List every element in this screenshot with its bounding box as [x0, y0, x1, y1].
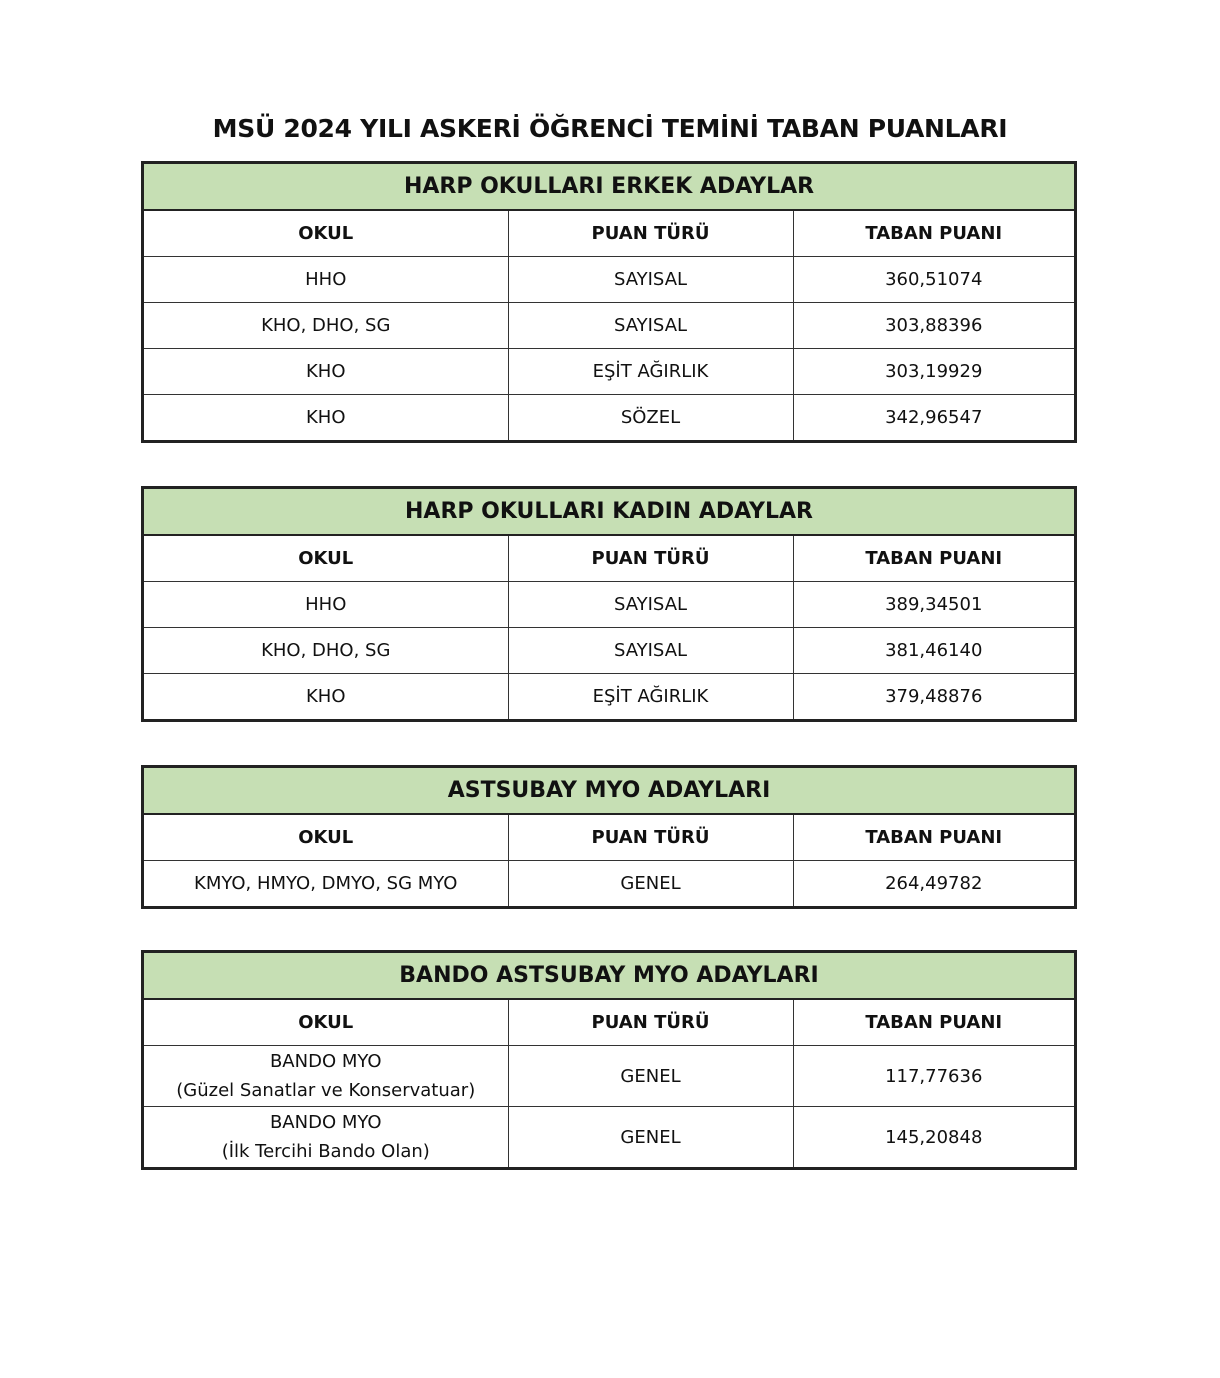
section-heading: BANDO ASTSUBAY MYO ADAYLARI: [144, 953, 1074, 1000]
puan-turu-cell: GENEL: [507, 1106, 794, 1167]
column-header: PUAN TÜRÜ: [507, 209, 794, 257]
puan-turu-cell: SAYISAL: [507, 581, 794, 628]
okul-cell: HHO: [144, 581, 509, 628]
column-header: OKUL: [144, 998, 509, 1046]
taban-puani-cell: 264,49782: [792, 860, 1074, 906]
okul-line: HHO: [305, 269, 347, 290]
okul-cell: KHO, DHO, SG: [144, 302, 509, 349]
puan-turu-cell: SAYISAL: [507, 256, 794, 303]
column-header: TABAN PUANI: [792, 998, 1074, 1046]
puan-turu-cell: SAYISAL: [507, 302, 794, 349]
column-header: TABAN PUANI: [792, 534, 1074, 582]
score-table: HARP OKULLARI ERKEK ADAYLAR OKUL PUAN TÜRÜ…: [141, 161, 1077, 443]
okul-cell: KHO, DHO, SG: [144, 627, 509, 674]
taban-puani-cell: 389,34501: [792, 581, 1074, 628]
taban-puani-cell: 342,96547: [792, 394, 1074, 440]
okul-line: KMYO, HMYO, DMYO, SG MYO: [194, 873, 458, 894]
taban-puani-cell: 303,19929: [792, 348, 1074, 395]
okul-line: (İlk Tercihi Bando Olan): [221, 1141, 430, 1162]
column-header-row: OKUL PUAN TÜRÜ TABAN PUANI: [144, 998, 1074, 1046]
table-row: KMYO, HMYO, DMYO, SG MYO GENEL 264,49782: [144, 860, 1074, 906]
okul-cell: KHO: [144, 348, 509, 395]
okul-cell: BANDO MYO (İlk Tercihi Bando Olan): [144, 1106, 509, 1167]
column-header: OKUL: [144, 813, 509, 861]
okul-cell: HHO: [144, 256, 509, 303]
puan-turu-cell: SÖZEL: [507, 394, 794, 440]
table-row: HHO SAYISAL 360,51074: [144, 256, 1074, 303]
page-title: MSÜ 2024 YILI ASKERİ ÖĞRENCİ TEMİNİ TABA…: [212, 114, 1008, 143]
column-header-row: OKUL PUAN TÜRÜ TABAN PUANI: [144, 813, 1074, 861]
section-heading: HARP OKULLARI ERKEK ADAYLAR: [144, 164, 1074, 211]
okul-cell: BANDO MYO (Güzel Sanatlar ve Konservatuar…: [144, 1045, 509, 1107]
table-row: KHO, DHO, SG SAYISAL 303,88396: [144, 302, 1074, 349]
table-row: BANDO MYO (İlk Tercihi Bando Olan) GENEL 14…: [144, 1106, 1074, 1167]
score-table: HARP OKULLARI KADIN ADAYLAR OKUL PUAN TÜRÜ…: [141, 486, 1077, 722]
taban-puani-cell: 117,77636: [792, 1045, 1074, 1107]
column-header: PUAN TÜRÜ: [507, 813, 794, 861]
table-row: KHO SÖZEL 342,96547: [144, 394, 1074, 440]
table-row: KHO EŞİT AĞIRLIK 379,48876: [144, 673, 1074, 719]
puan-turu-cell: EŞİT AĞIRLIK: [507, 673, 794, 719]
score-table: ASTSUBAY MYO ADAYLARI OKUL PUAN TÜRÜ TABAN …: [141, 765, 1077, 909]
column-header-row: OKUL PUAN TÜRÜ TABAN PUANI: [144, 534, 1074, 582]
okul-line: BANDO MYO: [269, 1112, 382, 1133]
table-row: BANDO MYO (Güzel Sanatlar ve Konservatuar…: [144, 1045, 1074, 1107]
okul-line: KHO: [305, 361, 346, 382]
column-header: OKUL: [144, 209, 509, 257]
okul-line: KHO: [305, 686, 346, 707]
taban-puani-cell: 145,20848: [792, 1106, 1074, 1167]
taban-puani-cell: 379,48876: [792, 673, 1074, 719]
taban-puani-cell: 381,46140: [792, 627, 1074, 674]
column-header: PUAN TÜRÜ: [507, 998, 794, 1046]
score-table: BANDO ASTSUBAY MYO ADAYLARI OKUL PUAN TÜRÜ…: [141, 950, 1077, 1170]
puan-turu-cell: GENEL: [507, 860, 794, 906]
puan-turu-cell: SAYISAL: [507, 627, 794, 674]
table-row: HHO SAYISAL 389,34501: [144, 581, 1074, 628]
taban-puani-cell: 360,51074: [792, 256, 1074, 303]
okul-line: KHO, DHO, SG: [261, 640, 391, 661]
taban-puani-cell: 303,88396: [792, 302, 1074, 349]
column-header: TABAN PUANI: [792, 813, 1074, 861]
okul-line: BANDO MYO: [269, 1051, 382, 1072]
puan-turu-cell: GENEL: [507, 1045, 794, 1107]
column-header: PUAN TÜRÜ: [507, 534, 794, 582]
okul-line: KHO: [305, 407, 346, 428]
section-heading: HARP OKULLARI KADIN ADAYLAR: [144, 489, 1074, 536]
okul-line: (Güzel Sanatlar ve Konservatuar): [176, 1080, 476, 1101]
puan-turu-cell: EŞİT AĞIRLIK: [507, 348, 794, 395]
column-header-row: OKUL PUAN TÜRÜ TABAN PUANI: [144, 209, 1074, 257]
okul-line: KHO, DHO, SG: [261, 315, 391, 336]
table-row: KHO EŞİT AĞIRLIK 303,19929: [144, 348, 1074, 395]
okul-cell: KMYO, HMYO, DMYO, SG MYO: [144, 860, 509, 906]
okul-cell: KHO: [144, 673, 509, 719]
table-row: KHO, DHO, SG SAYISAL 381,46140: [144, 627, 1074, 674]
section-heading: ASTSUBAY MYO ADAYLARI: [144, 768, 1074, 815]
okul-line: HHO: [305, 594, 347, 615]
okul-cell: KHO: [144, 394, 509, 440]
column-header: TABAN PUANI: [792, 209, 1074, 257]
column-header: OKUL: [144, 534, 509, 582]
